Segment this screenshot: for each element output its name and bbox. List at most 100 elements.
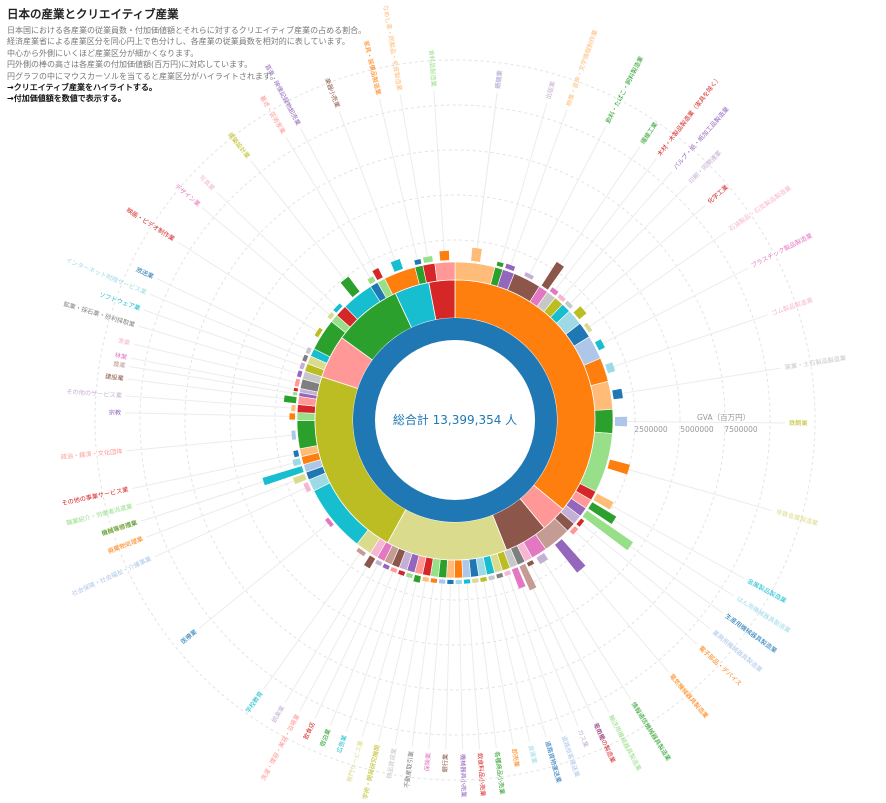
gva-bar[interactable] [283, 395, 297, 404]
ring2-segment[interactable] [296, 420, 318, 450]
leader-line [314, 562, 389, 719]
gva-bar[interactable] [364, 555, 376, 569]
axis-ticks: 2500000 5000000 7500000 [634, 425, 758, 434]
gva-bar[interactable] [293, 387, 299, 392]
gva-bar[interactable] [588, 502, 617, 524]
gva-bar[interactable] [372, 268, 383, 281]
highlight-creative-link[interactable]: →クリエイティブ産業をハイライトする。 [7, 83, 157, 93]
gva-bar[interactable] [471, 578, 479, 584]
gva-bar[interactable] [496, 261, 504, 268]
gva-bar[interactable] [382, 563, 390, 570]
gva-bar[interactable] [430, 578, 438, 583]
gva-bar[interactable] [299, 362, 306, 370]
gva-bar[interactable] [576, 518, 585, 527]
gva-bar[interactable] [605, 362, 616, 374]
gva-bar[interactable] [463, 579, 471, 584]
category-label: 農業 [113, 360, 127, 370]
gva-bar[interactable] [302, 354, 309, 362]
leader-line [474, 576, 497, 748]
gva-bar[interactable] [573, 306, 587, 320]
gva-bar[interactable] [583, 322, 593, 333]
gva-bar[interactable] [324, 517, 334, 528]
gva-bar[interactable] [455, 579, 462, 584]
gva-bar[interactable] [554, 539, 586, 573]
gva-bar[interactable] [541, 261, 564, 290]
leader-line [399, 94, 430, 265]
gva-bar[interactable] [593, 493, 614, 510]
gva-bar[interactable] [564, 300, 573, 309]
gva-bar[interactable] [612, 388, 623, 400]
category-label: 音楽・映像記録物卸売業 [263, 63, 302, 127]
gva-bar[interactable] [569, 526, 579, 535]
radial-gridlines [94, 59, 816, 781]
gva-bar[interactable] [504, 570, 512, 577]
gva-bar[interactable] [549, 287, 559, 296]
gva-bar[interactable] [471, 247, 482, 262]
page-title: 日本の産業とクリエイティブ産業 [7, 7, 179, 21]
gva-bar[interactable] [293, 450, 300, 458]
gva-bar[interactable] [314, 327, 323, 338]
ring2-segment[interactable] [434, 261, 456, 282]
gva-bar[interactable] [438, 579, 446, 584]
header: 日本の産業とクリエイティブ産業 日本国における各産業の従業員数・付加価値額とそれ… [7, 6, 366, 105]
gva-bar[interactable] [375, 559, 383, 567]
gva-bar[interactable] [614, 416, 628, 427]
label-leader-lines [125, 90, 785, 750]
gva-bar[interactable] [480, 576, 487, 582]
category-label: 写真業 [197, 173, 216, 192]
gva-bar[interactable] [292, 473, 307, 485]
gva-bar[interactable] [496, 572, 504, 579]
gva-bar[interactable] [447, 579, 454, 584]
leader-line [285, 136, 375, 285]
gva-bar[interactable] [524, 272, 534, 280]
gva-bar[interactable] [333, 303, 343, 313]
description-line: 日本国における各産業の従業員数・付加価値額とそれらに対するクリエイティブ産業の占… [7, 26, 367, 35]
gva-bar[interactable] [367, 276, 376, 285]
gva-bar[interactable] [488, 575, 496, 581]
gva-bar[interactable] [340, 276, 360, 298]
ring2-segment[interactable] [454, 559, 464, 579]
gva-bar[interactable] [390, 258, 403, 272]
category-label: 銀行業 [441, 754, 450, 773]
gva-bar[interactable] [519, 563, 537, 591]
leader-line [126, 434, 298, 452]
ring2-segment[interactable] [296, 412, 316, 421]
gva-bar[interactable] [582, 510, 634, 551]
gva-bar[interactable] [397, 570, 406, 576]
gva-bar[interactable] [289, 413, 296, 420]
gva-bar[interactable] [557, 294, 566, 302]
gva-bar[interactable] [439, 250, 450, 261]
leader-line [574, 204, 706, 318]
gva-bar[interactable] [422, 576, 430, 582]
gva-bar[interactable] [405, 572, 414, 579]
ring2-segment[interactable] [446, 559, 455, 579]
show-values-link[interactable]: →付加価値額を数値で表示する。 [7, 94, 126, 104]
gva-bar[interactable] [305, 346, 312, 355]
gva-bar[interactable] [356, 547, 366, 557]
gva-bar[interactable] [526, 560, 535, 567]
gva-bar[interactable] [505, 263, 516, 272]
gva-bar[interactable] [296, 370, 303, 378]
gva-bar[interactable] [303, 482, 312, 493]
gva-bar[interactable] [292, 458, 302, 467]
category-label: 廃棄物処理業 [107, 535, 145, 556]
ring2-segment[interactable] [594, 408, 614, 434]
gva-bar[interactable] [414, 259, 422, 265]
category-label: 卸売業 [510, 748, 521, 768]
gva-bar[interactable] [607, 459, 630, 475]
gva-bar[interactable] [422, 255, 433, 264]
gva-bar[interactable] [594, 339, 605, 351]
gva-bar[interactable] [511, 567, 526, 589]
gva-bar[interactable] [327, 312, 335, 320]
ring2-segment[interactable] [461, 558, 472, 579]
gva-bar[interactable] [390, 566, 398, 574]
leader-line [565, 184, 688, 308]
gva-bar[interactable] [291, 404, 296, 412]
gva-bar[interactable] [292, 391, 298, 396]
gva-bar[interactable] [262, 466, 304, 486]
gva-bar[interactable] [291, 430, 297, 440]
gva-bar[interactable] [294, 378, 301, 387]
gva-bar[interactable] [413, 574, 421, 583]
category-label: 保険業 [423, 753, 432, 772]
gva-bar[interactable] [536, 552, 549, 565]
